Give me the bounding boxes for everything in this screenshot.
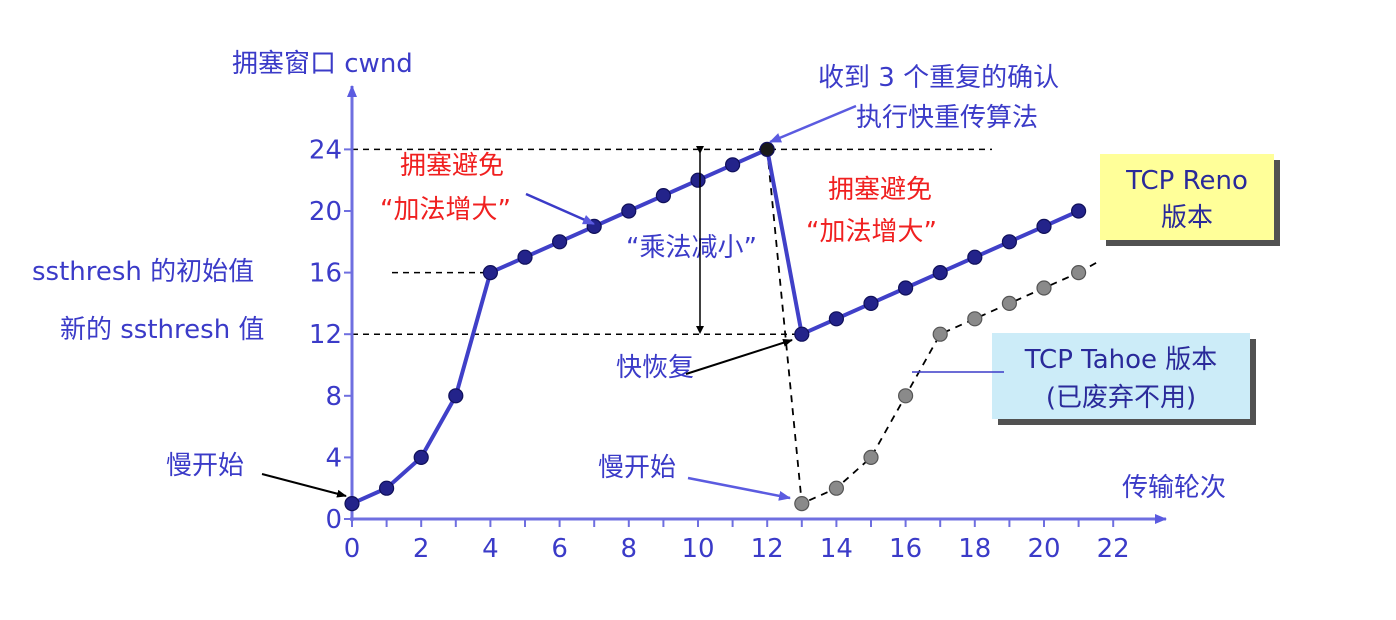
reno-point [517, 249, 533, 265]
reno-point [1070, 203, 1087, 219]
reno-point [897, 280, 914, 296]
reno-point [724, 157, 741, 173]
reno-point [967, 249, 983, 265]
tahoe-point [794, 496, 810, 512]
y-tick-label: 24 [309, 135, 342, 165]
x-tick-label: 10 [681, 534, 714, 564]
tahoe-point [932, 326, 948, 342]
x-tick-label: 22 [1097, 534, 1130, 564]
tahoe-point [828, 480, 845, 496]
slow-start-label-1: 慢开始 [166, 451, 244, 481]
reno-point [448, 388, 464, 404]
reno-point [379, 480, 395, 496]
three-dup-acks-label: 收到 3 个重复的确认 [818, 63, 1059, 93]
x-tick-label: 8 [621, 534, 638, 564]
x-tick-label: 2 [413, 534, 430, 564]
fast-recovery-arrow [685, 338, 793, 375]
reno-point [621, 203, 637, 219]
x-tick-label: 14 [820, 534, 853, 564]
fast-retransmit-label: 执行快重传算法 [856, 103, 1038, 133]
y-tick-label: 4 [325, 443, 342, 473]
tahoe-point [897, 388, 914, 404]
y-tick-label: 8 [325, 382, 342, 412]
reno-point [482, 265, 498, 281]
x-tick-label: 0 [344, 534, 361, 564]
congestion-avoidance-label-1: 拥塞避免 [400, 151, 504, 181]
reno-point [551, 234, 568, 250]
annotation-arrows [261, 104, 1004, 501]
slow-start-arrow-1 [261, 473, 347, 498]
x-tick-label: 4 [482, 534, 499, 564]
tahoe-legend-line1: TCP Tahoe 版本 [1024, 345, 1218, 375]
y-tick-label: 16 [309, 259, 342, 289]
y-tick-label: 0 [325, 505, 342, 535]
reno-point [794, 326, 810, 342]
tahoe-point [1070, 265, 1087, 281]
tahoe-point [863, 449, 879, 465]
reno-point [932, 265, 948, 281]
tahoe-point [967, 311, 983, 327]
reno-line [351, 146, 1080, 506]
multiplicative-decrease-label: “乘法减小” [626, 233, 757, 263]
tahoe-line [766, 149, 1079, 505]
slow-start-arrow-2 [687, 476, 791, 501]
reno-point [1001, 234, 1018, 250]
congestion-avoidance-label-2: 拥塞避免 [828, 175, 932, 205]
reference-lines [352, 148, 992, 335]
additive-increase-label-2: “加法增大” [806, 217, 937, 247]
reno-point [1036, 218, 1052, 234]
tahoe-point [1001, 295, 1018, 311]
reno-point [413, 449, 429, 465]
fast-recovery-label: 快恢复 [616, 353, 694, 383]
reno-point [690, 172, 706, 188]
additive-increase-label-1: “加法增大” [380, 195, 511, 225]
reno-point [759, 141, 775, 157]
reno-point [863, 295, 879, 311]
tahoe-point [1036, 280, 1052, 296]
ca-arrow-1 [525, 192, 595, 226]
tahoe-legend-box: TCP Tahoe 版本 (已废弃不用) [992, 333, 1256, 425]
reno-legend-box: TCP Reno 版本 [1100, 154, 1280, 246]
three-acks-arrow [769, 104, 857, 144]
slow-start-label-2: 慢开始 [598, 453, 676, 483]
x-axis-title: 传输轮次 [1122, 473, 1226, 503]
y-tick-label: 20 [309, 197, 342, 227]
reno-legend-line2: 版本 [1161, 203, 1213, 233]
reno-legend-line1: TCP Reno [1125, 166, 1248, 196]
y-axis-title: 拥塞窗口 cwnd [232, 49, 413, 79]
tahoe-legend-line2: (已废弃不用) [1046, 383, 1196, 413]
x-tick-label: 12 [751, 534, 784, 564]
ssthresh-initial-label: ssthresh 的初始值 [32, 257, 254, 287]
ssthresh-new-label: 新的 ssthresh 值 [60, 315, 264, 345]
x-tick-label: 18 [958, 534, 991, 564]
x-tick-label: 6 [551, 534, 568, 564]
reno-point [828, 311, 845, 327]
x-tick-label: 16 [889, 534, 922, 564]
y-tick-label: 12 [309, 320, 342, 350]
reno-point [344, 496, 360, 512]
reno-point [655, 188, 672, 204]
x-tick-label: 20 [1027, 534, 1060, 564]
